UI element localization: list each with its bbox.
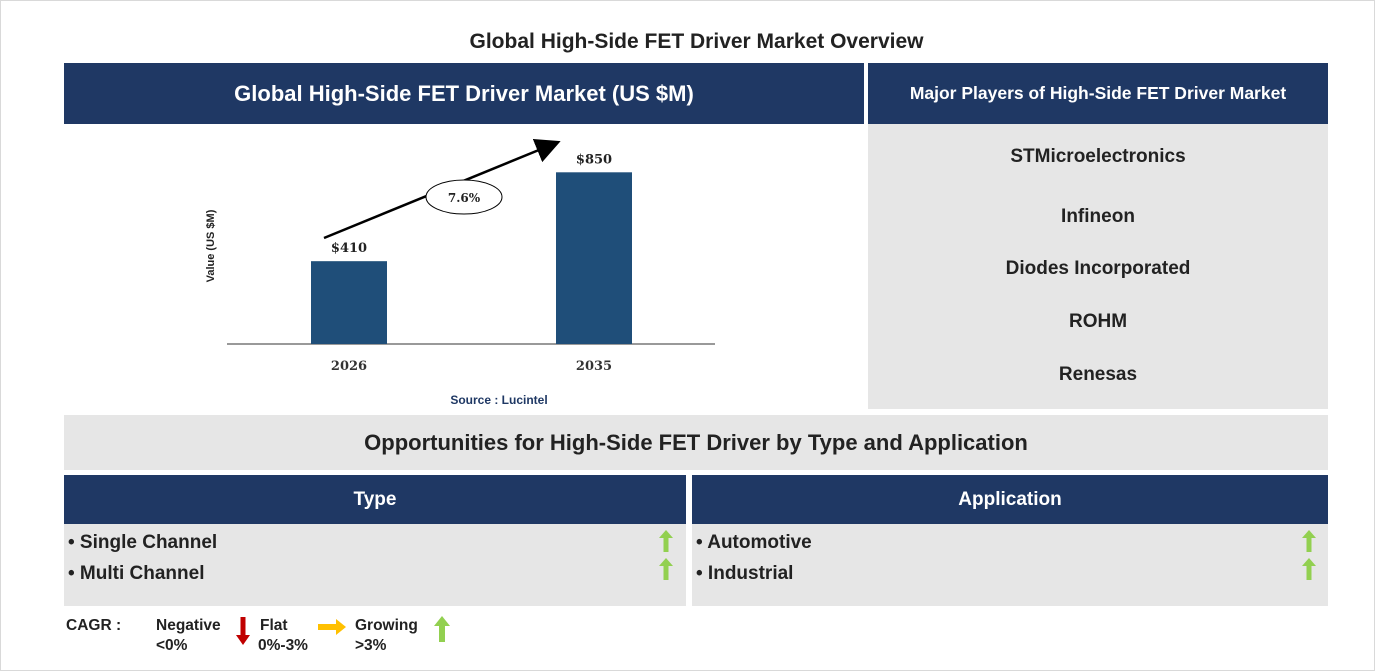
up-arrow-icon bbox=[659, 558, 673, 580]
player-renesas: Renesas bbox=[1058, 364, 1138, 385]
bar-2026 bbox=[311, 261, 387, 344]
data-label-2026: $410 bbox=[331, 241, 367, 256]
up-arrow-icon bbox=[659, 530, 673, 552]
bar-chart-svg: Value (US $M) $410 2026 $850 2035 7.6% Sour… bbox=[205, 139, 715, 407]
type-header: Type bbox=[64, 475, 686, 524]
cagr-legend-label: CAGR : bbox=[66, 617, 122, 634]
cagr-label: 7.6% bbox=[448, 191, 481, 205]
bar-2035 bbox=[556, 172, 632, 344]
market-panel-header: Global High-Side FET Driver Market (US $… bbox=[64, 63, 864, 124]
legend-growing-range: >3% bbox=[355, 637, 387, 654]
down-arrow-icon bbox=[236, 617, 250, 645]
opportunities-title: Opportunities for High-Side FET Driver b… bbox=[64, 415, 1328, 470]
type-item-multi-channel: • Multi Channel bbox=[68, 563, 205, 584]
player-diodes-incorporated: Diodes Incorporated bbox=[1005, 258, 1191, 279]
up-arrow-icon bbox=[434, 616, 450, 642]
application-item-industrial: • Industrial bbox=[696, 563, 794, 584]
legend-flat-name: Flat bbox=[260, 617, 288, 634]
page-title: Global High-Side FET Driver Market Overv… bbox=[469, 30, 924, 53]
legend-negative-name: Negative bbox=[156, 617, 221, 634]
cagr-ellipse bbox=[425, 179, 503, 215]
x-tick-label-2035: 2035 bbox=[576, 359, 612, 374]
legend-negative-range: <0% bbox=[156, 637, 188, 654]
players-panel-header: Major Players of High-Side FET Driver Ma… bbox=[868, 63, 1328, 124]
application-header: Application bbox=[692, 475, 1328, 524]
player-rohm: ROHM bbox=[1068, 311, 1128, 332]
x-tick-label-2026: 2026 bbox=[331, 359, 367, 374]
type-panel: • Single Channel • Multi Channel bbox=[64, 524, 686, 606]
market-chart: Value (US $M) $410 2026 $850 2035 7.6% Sour… bbox=[64, 124, 864, 414]
players-panel: STMicroelectronics Infineon Diodes Incor… bbox=[868, 124, 1328, 409]
type-item-single-channel: • Single Channel bbox=[68, 532, 218, 553]
right-arrow-icon bbox=[318, 619, 346, 635]
player-stmicroelectronics: STMicroelectronics bbox=[1010, 146, 1186, 167]
up-arrow-icon bbox=[1302, 558, 1316, 580]
application-item-automotive: • Automotive bbox=[696, 532, 812, 553]
legend-growing-name: Growing bbox=[355, 617, 418, 634]
up-arrow-icon bbox=[1302, 530, 1316, 552]
application-panel: • Automotive • Industrial bbox=[692, 524, 1328, 606]
player-infineon: Infineon bbox=[1061, 206, 1135, 227]
source-label: Source : Lucintel bbox=[450, 393, 547, 407]
legend-flat-range: 0%-3% bbox=[258, 637, 308, 654]
data-label-2035: $850 bbox=[576, 152, 612, 167]
y-axis-label: Value (US $M) bbox=[205, 209, 217, 282]
